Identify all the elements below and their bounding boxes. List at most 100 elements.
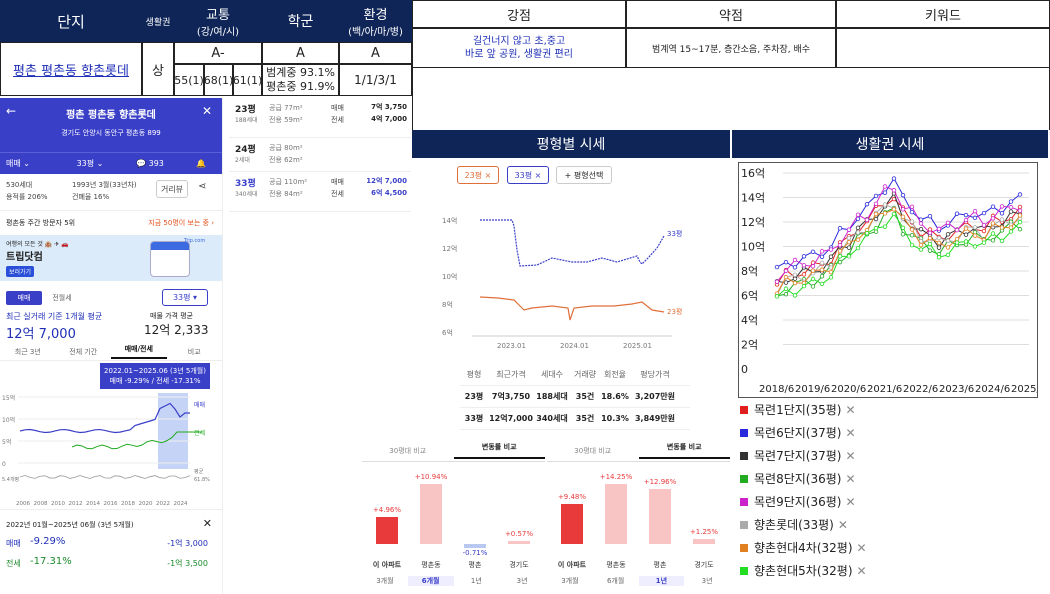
life-point bbox=[810, 264, 816, 269]
compare-bar bbox=[605, 484, 627, 544]
life-point bbox=[837, 226, 843, 231]
tab-deal[interactable]: 매매 bbox=[6, 291, 42, 305]
compare1-period-6m[interactable]: 6개월 bbox=[407, 576, 454, 586]
visitor-now-link[interactable]: 지금 50명이 보는 중 › bbox=[148, 219, 214, 227]
size-dropdown[interactable]: 33평 ▾ bbox=[162, 289, 208, 306]
type-row[interactable]: 23평 공급 77m² 188세대 전용 59m² 매매 7억 3,750 전세 4억 7,0… bbox=[229, 98, 411, 138]
header-danji: 단지 bbox=[0, 0, 142, 42]
compare2-tab-size[interactable]: 30평대 비교 bbox=[574, 446, 612, 455]
compare2-tab-change[interactable]: 변동률 비교 bbox=[638, 442, 730, 459]
app-chart-x-label: 2020 bbox=[139, 501, 153, 507]
tab-all[interactable]: 전체 기간 bbox=[69, 347, 98, 356]
life-y-label: 14억 bbox=[741, 192, 765, 205]
compare1-tab-change[interactable]: 변동률 비교 bbox=[453, 442, 545, 459]
life-point bbox=[954, 236, 960, 242]
header-school: 학군 bbox=[262, 0, 339, 42]
legend-item[interactable]: 향촌현대4차(32평) ✕ bbox=[740, 536, 940, 559]
legend-remove-icon[interactable]: ✕ bbox=[845, 471, 856, 486]
compare-bar bbox=[561, 504, 583, 544]
price-x-label: 2023.01 bbox=[497, 342, 526, 350]
legend-item[interactable]: 목련1단지(35평) ✕ bbox=[740, 398, 940, 421]
price-table-cell: 340세대 bbox=[536, 414, 568, 423]
tab-recent-3y[interactable]: 최근 3년 bbox=[14, 347, 41, 356]
compare2-period-3m[interactable]: 3개월 bbox=[561, 577, 579, 585]
back-icon[interactable]: ← bbox=[6, 104, 17, 118]
type-row[interactable]: 24평 공급 80m² 2세대 전용 62m² bbox=[229, 138, 411, 172]
type-supply: 공급 80m² bbox=[269, 144, 303, 152]
legend-item[interactable]: 목련8단지(36평) ✕ bbox=[740, 467, 940, 490]
chip-33[interactable]: 33평 × bbox=[507, 166, 549, 184]
type-name: 24평 bbox=[235, 145, 256, 155]
tab-compare[interactable]: 비교 bbox=[187, 347, 201, 356]
legend-remove-icon[interactable]: ✕ bbox=[845, 402, 856, 417]
legend-item[interactable]: 목련9단지(36평) ✕ bbox=[740, 490, 940, 513]
life-point bbox=[891, 188, 897, 193]
legend-remove-icon[interactable]: ✕ bbox=[845, 448, 856, 463]
life-point bbox=[855, 212, 861, 217]
legend-remove-icon[interactable]: ✕ bbox=[845, 425, 856, 440]
type-row[interactable]: 33평 공급 110m² 340세대 전용 84m² 매매 12억 7,000 전세 6억 4… bbox=[229, 172, 411, 212]
deal-select[interactable]: 매매 ⌄ bbox=[6, 159, 30, 168]
size-select[interactable]: 33평 ⌄ bbox=[76, 159, 104, 168]
legend-item[interactable]: 향촌롯데(33평) ✕ bbox=[740, 513, 940, 536]
life-point bbox=[990, 216, 996, 221]
ad-cta[interactable]: 보러가기 bbox=[6, 266, 35, 277]
legend-remove-icon[interactable]: ✕ bbox=[856, 563, 867, 578]
legend-item[interactable]: 향촌현대5차(32평) ✕ bbox=[740, 559, 940, 582]
ad-brand: Trip.com bbox=[184, 238, 206, 244]
app-chart-x-label: 2022 bbox=[156, 501, 170, 507]
compare1-period-3m[interactable]: 3개월 bbox=[376, 577, 394, 585]
compare2-period-6m[interactable]: 6개월 bbox=[606, 577, 625, 585]
life-point bbox=[882, 202, 888, 207]
app-chart-y-label: 15억 bbox=[2, 394, 15, 402]
compare2-period-1y[interactable]: 1년 bbox=[638, 576, 685, 586]
school-grade: A bbox=[296, 45, 305, 61]
add-size-button[interactable]: + 평형선택 bbox=[556, 166, 612, 184]
legend-item[interactable]: 목련7단지(37평) ✕ bbox=[740, 444, 940, 467]
compare1-tab-size[interactable]: 30평대 비교 bbox=[389, 446, 427, 455]
legend-name: 향촌현대5차(32평) bbox=[754, 564, 853, 578]
legend-remove-icon[interactable]: ✕ bbox=[856, 540, 867, 555]
bell-icon[interactable]: 🔔 bbox=[196, 159, 206, 168]
tab-deal-rent[interactable]: 매매/전세 bbox=[111, 344, 167, 359]
close-icon[interactable]: ✕ bbox=[201, 104, 212, 118]
traffic-grade: A- bbox=[211, 45, 225, 61]
legend-remove-icon[interactable]: ✕ bbox=[837, 517, 848, 532]
compare-panel-2: 30평대 비교 변동률 비교 +9.48% 이 아파트 +14.25% 평촌동 +12.… bbox=[547, 440, 730, 594]
legend-remove-icon[interactable]: ✕ bbox=[845, 494, 856, 509]
life-point bbox=[918, 247, 924, 252]
street-view-button[interactable]: 거리뷰 bbox=[156, 180, 188, 198]
tab-rent[interactable]: 전월세 bbox=[52, 294, 72, 302]
app-address: 경기도 안양시 동안구 평촌동 899 bbox=[61, 129, 161, 137]
type-deal-price: 12억 7,000 bbox=[366, 177, 407, 185]
legend-item[interactable]: 목련6단지(37평) ✕ bbox=[740, 421, 940, 444]
life-point bbox=[963, 212, 969, 218]
price-panel: 23평 × 33평 × + 평형선택 14억 12억 10억 8억 6억 2023.01 2… bbox=[412, 158, 730, 438]
keyword-cell bbox=[836, 28, 1050, 68]
price-table-cell: 35건 bbox=[575, 392, 595, 401]
life-point bbox=[855, 237, 861, 242]
danji-name-cell[interactable]: 평촌 평촌동 향촌롯데 bbox=[0, 42, 142, 96]
legend-name: 향촌롯데(33평) bbox=[754, 518, 834, 532]
compare2-period-3y[interactable]: 3년 bbox=[701, 577, 713, 585]
danji-name-link[interactable]: 평촌 평촌동 향촌롯데 bbox=[13, 63, 129, 79]
price-y-label: 8억 bbox=[442, 301, 453, 309]
life-point bbox=[1017, 208, 1023, 213]
compare-bar-label: 경기도 bbox=[509, 561, 529, 569]
info-far: 용적률 206% bbox=[6, 193, 48, 201]
life-point bbox=[1008, 199, 1014, 204]
compare1-period-1y[interactable]: 1년 bbox=[470, 577, 482, 585]
ad-banner[interactable]: 여행의 모든 것 🏨 ✈ 🚗 트립닷컴 보러가기 Trip.com bbox=[0, 235, 222, 281]
share-icon[interactable]: ⋖ bbox=[198, 181, 207, 192]
summary-close-icon[interactable]: ✕ bbox=[202, 517, 212, 530]
app-chart-x-label: 2012 bbox=[69, 501, 83, 507]
chip-23[interactable]: 23평 × bbox=[457, 166, 499, 184]
comments-button[interactable]: 💬 393 bbox=[120, 159, 180, 168]
type-exclusive: 전용 84m² bbox=[269, 190, 303, 198]
life-point bbox=[783, 274, 789, 280]
price-x-label: 2025.01 bbox=[623, 342, 652, 350]
life-point bbox=[990, 238, 996, 243]
compare1-period-3y[interactable]: 3년 bbox=[516, 577, 528, 585]
legend-swatch bbox=[740, 520, 748, 529]
app-chart-label-avg: 평균 bbox=[194, 468, 204, 475]
